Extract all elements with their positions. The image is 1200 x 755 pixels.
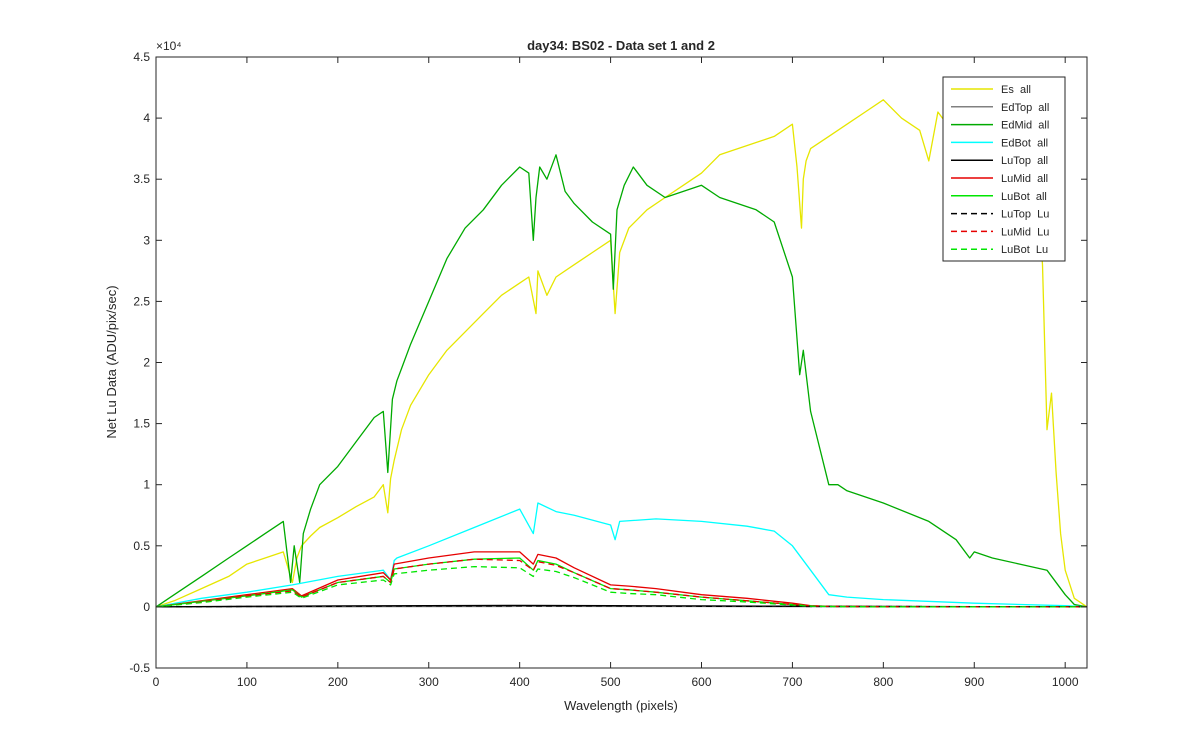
- legend-label-5: LuMid all: [1001, 173, 1048, 185]
- x-tick-label: 300: [419, 675, 439, 689]
- x-tick-label: 0: [153, 675, 160, 689]
- x-tick-label: 900: [964, 675, 984, 689]
- y-tick-label: 3: [143, 233, 150, 247]
- legend: Es all EdTop all EdMid all EdBot all LuTop a…: [942, 76, 1066, 262]
- y-tick-label: 0.5: [133, 539, 150, 553]
- y-tick-label: -0.5: [129, 661, 150, 675]
- x-tick-label: 100: [237, 675, 257, 689]
- series-line-9: [155, 565, 1087, 608]
- y-tick-label: 0: [143, 600, 150, 614]
- x-tick-label: 200: [328, 675, 348, 689]
- series-line-3: [155, 502, 1088, 608]
- y-tick-label: 4.5: [133, 50, 150, 64]
- x-tick-label: 500: [601, 675, 621, 689]
- x-axis: 0 100 200 300 400 500 600 700 800 900 1000: [153, 57, 1079, 689]
- legend-label-4: LuTop all: [1001, 155, 1048, 167]
- y-axis-exponent: ×10⁴: [156, 39, 182, 53]
- legend-label-0: Es all: [1001, 84, 1031, 96]
- legend-label-2: EdMid all: [1001, 120, 1049, 132]
- x-tick-label: 1000: [1052, 675, 1079, 689]
- legend-box: [942, 76, 1066, 262]
- x-tick-label: 400: [510, 675, 530, 689]
- chart-title: day34: BS02 - Data set 1 and 2: [527, 38, 715, 53]
- series-line-2: [155, 154, 1088, 608]
- legend-label-9: LuBot Lu: [1001, 244, 1048, 256]
- x-tick-label: 600: [691, 675, 711, 689]
- legend-label-3: EdBot all: [1001, 137, 1048, 149]
- y-tick-label: 1.5: [133, 417, 150, 431]
- x-tick-label: 700: [782, 675, 802, 689]
- legend-label-7: LuTop Lu: [1001, 209, 1049, 221]
- series-line-7: [155, 605, 1088, 608]
- y-tick-label: 4: [143, 111, 150, 125]
- y-tick-label: 2: [143, 356, 150, 370]
- y-tick-label: 2.5: [133, 294, 150, 308]
- plot-area: [156, 57, 1087, 668]
- y-axis: -0.5 0 0.5 1 1.5 2 2.5 3 3.5 4 4.5: [129, 50, 1087, 675]
- legend-label-1: EdTop all: [1001, 102, 1049, 114]
- y-tick-label: 1: [143, 478, 150, 492]
- series-layer: [155, 99, 1088, 608]
- legend-label-8: LuMid Lu: [1001, 226, 1049, 238]
- y-tick-label: 3.5: [133, 172, 150, 186]
- legend-label-6: LuBot all: [1001, 191, 1047, 203]
- x-tick-label: 800: [873, 675, 893, 689]
- y-axis-label: Net Lu Data (ADU/pix/sec): [104, 285, 119, 438]
- x-axis-label: Wavelength (pixels): [564, 698, 678, 713]
